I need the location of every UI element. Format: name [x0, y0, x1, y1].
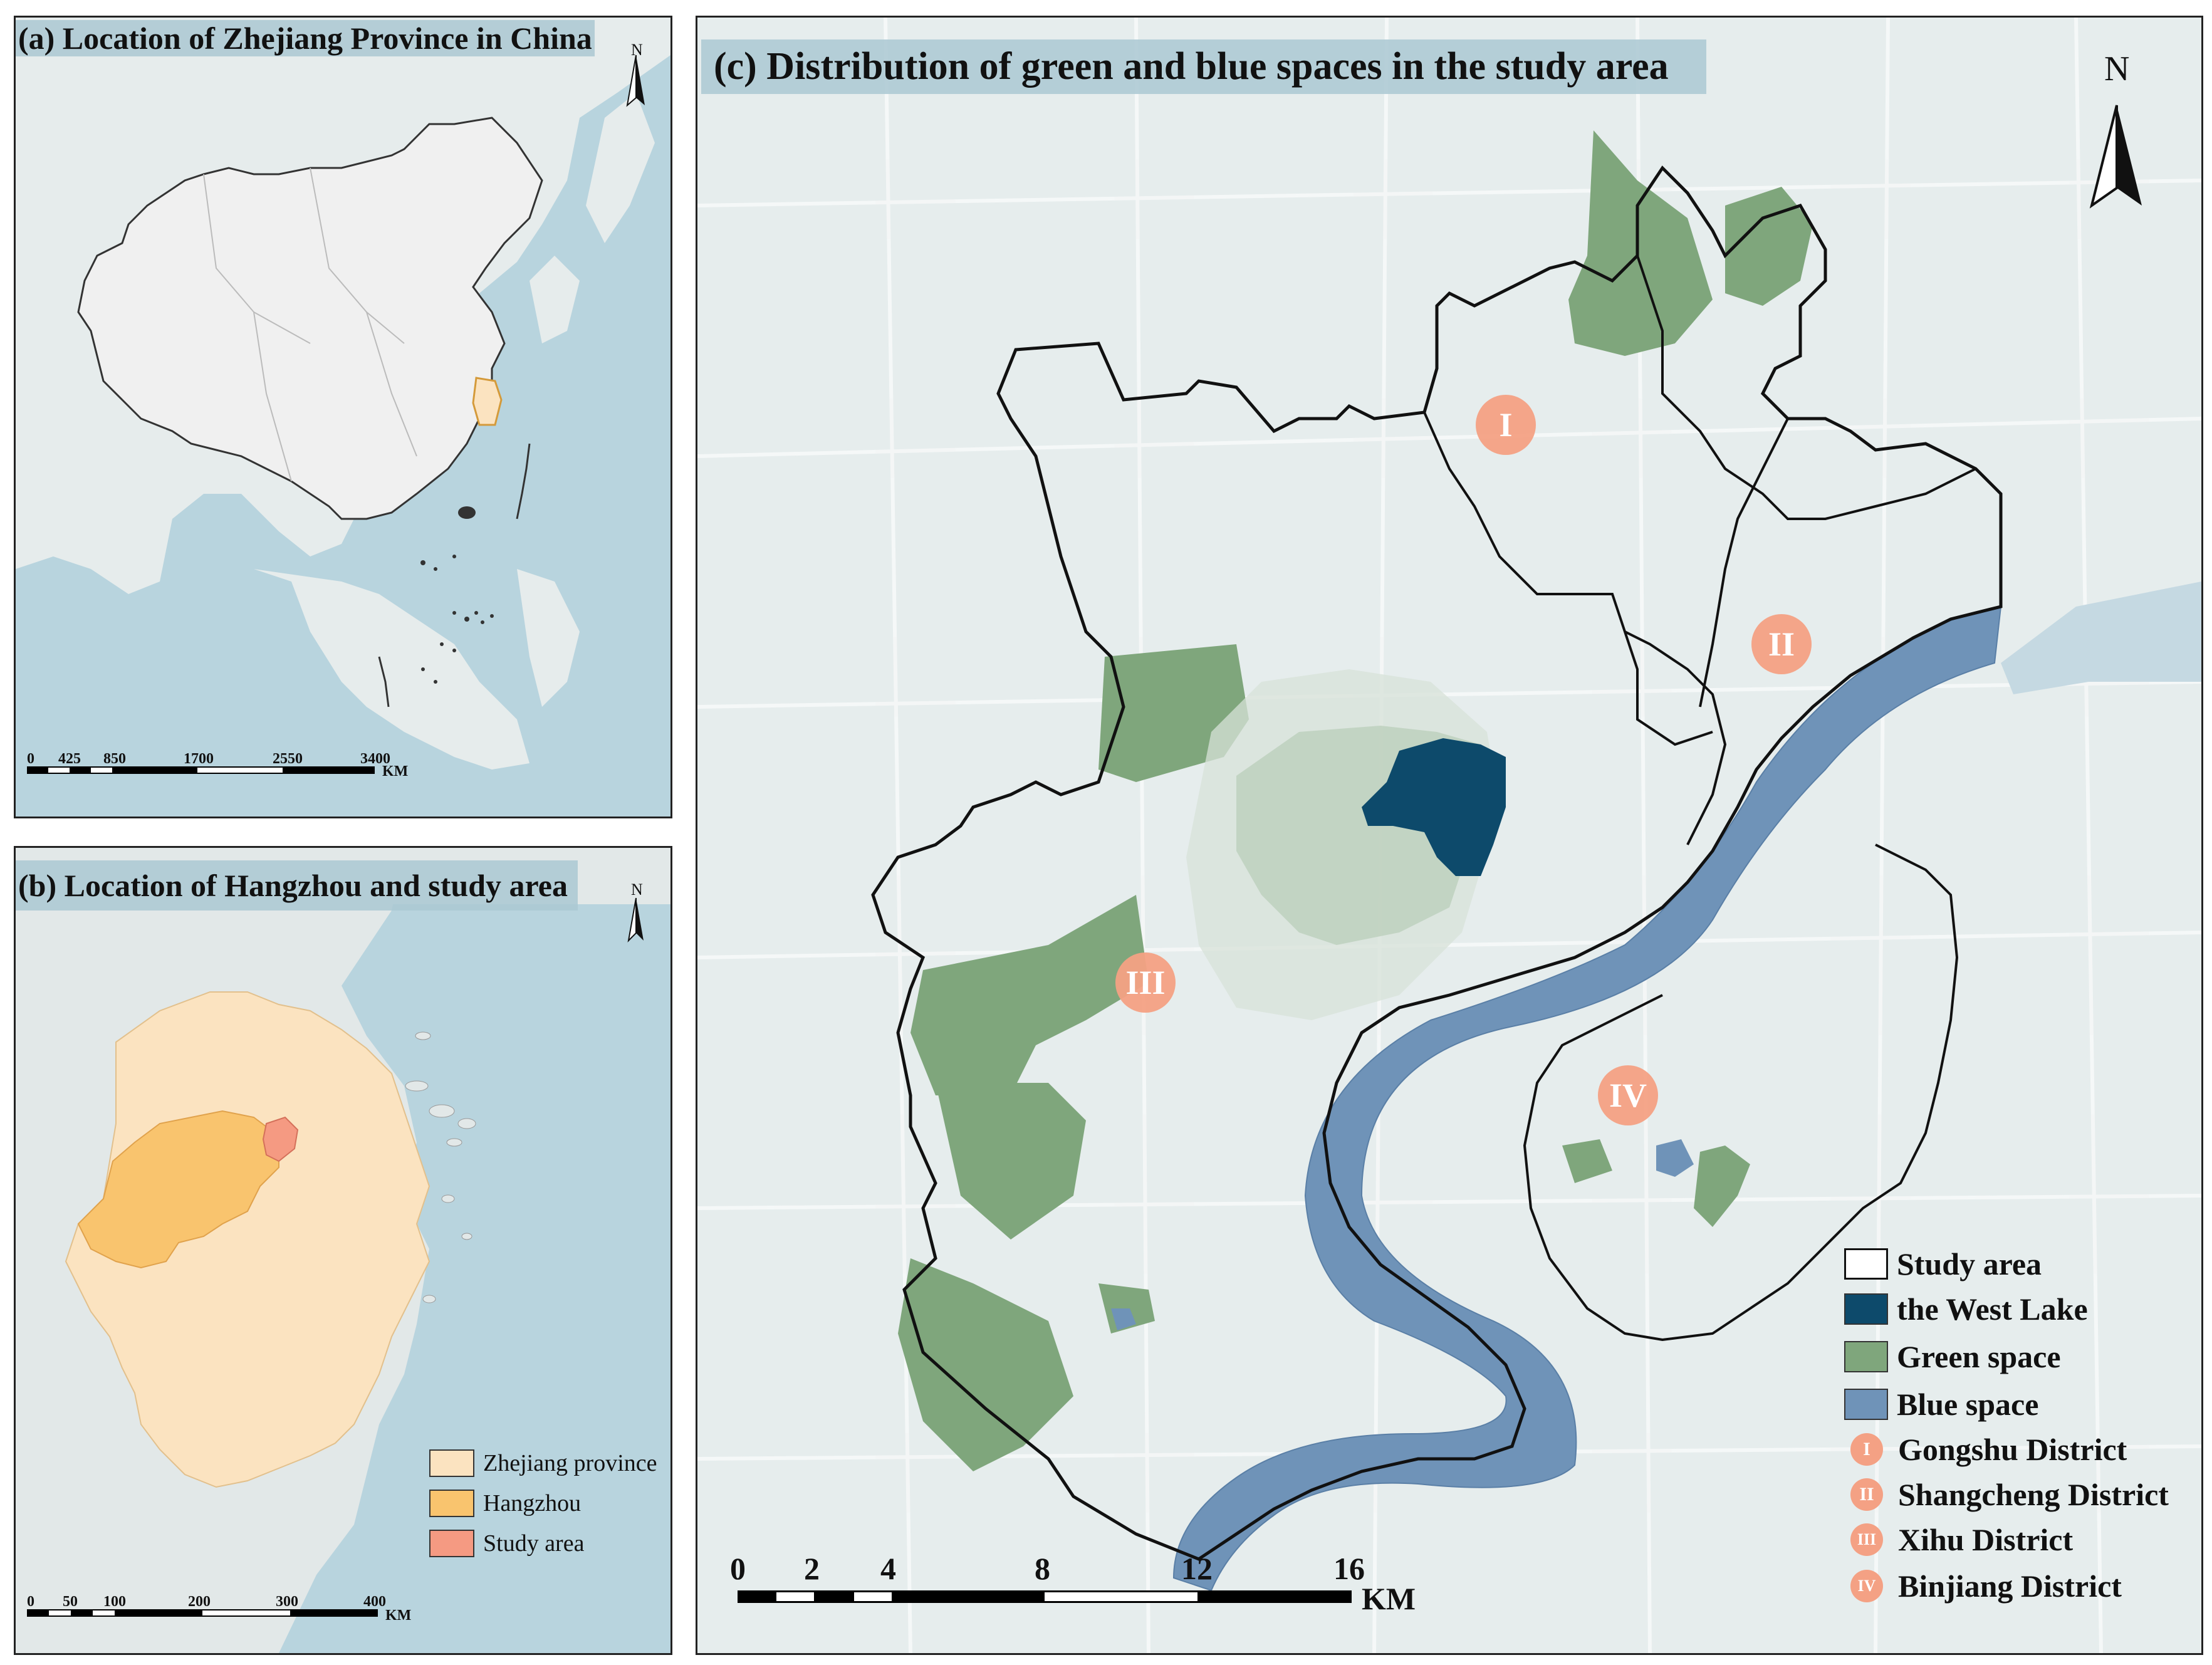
legend-c-label-west-lake: the West Lake	[1897, 1292, 2088, 1327]
scale-tick-b-3: 200	[188, 1594, 211, 1610]
scale-tick-b-1: 50	[63, 1594, 78, 1610]
japan-korea-land	[530, 93, 655, 343]
legend-c-item-gongshu: I Gongshu District	[1844, 1431, 2127, 1468]
district-numeral-I: I	[1499, 406, 1512, 444]
scale-unit-b: KM	[385, 1607, 411, 1624]
north-label-b: N	[631, 880, 643, 899]
study-area-map-svg: I II III IV 0 2 4 8 12 16 KM N	[697, 18, 2201, 1653]
scale-unit-c: KM	[1362, 1581, 1416, 1616]
legend-c-label-blue-space: Blue space	[1897, 1387, 2039, 1422]
river-east	[2001, 582, 2201, 694]
legend-c-item-west-lake: the West Lake	[1844, 1291, 2088, 1327]
legend-c-label-gongshu: Gongshu District	[1898, 1432, 2127, 1467]
legend-c-circle-gongshu: I	[1850, 1433, 1883, 1466]
panel-b-title: (b) Location of Hangzhou and study area	[16, 860, 578, 911]
legend-b-swatch-zhejiang	[429, 1449, 474, 1477]
scale-tick-b-0: 0	[27, 1594, 34, 1610]
small-lake-binjiang	[1656, 1139, 1694, 1177]
legend-c-label-binjiang: Binjiang District	[1898, 1568, 2122, 1604]
study-area-outline	[871, 165, 2003, 1561]
hangzhou-map-svg: 0 50 100 200 300 400 KM N	[16, 848, 670, 1653]
legend-c-swatch-blue-space	[1844, 1389, 1888, 1420]
district-numeral-III: III	[1125, 964, 1165, 1001]
panel-a-china-map: 0 425 850 1700 2550 3400 KM N (a) Locati…	[14, 16, 672, 818]
legend-c-item-study-area: Study area	[1844, 1246, 2042, 1282]
legend-c-label-shangcheng: Shangcheng District	[1898, 1477, 2169, 1512]
legend-b-swatch-hangzhou	[429, 1490, 474, 1517]
scale-bar-c	[738, 1590, 1352, 1603]
north-label-c: N	[2104, 50, 2129, 88]
legend-b-item-zhejiang: Zhejiang province	[429, 1449, 657, 1477]
zhejiang-highlight	[472, 377, 503, 426]
legend-c: Study area the West Lake Green space Blu…	[1844, 1246, 2195, 1622]
scale-tick-c-2: 4	[880, 1551, 896, 1586]
scale-tick-c-5: 16	[1333, 1551, 1365, 1586]
west-lake-polygon	[1362, 738, 1506, 876]
north-arrow-a	[626, 55, 645, 107]
legend-b-swatch-study-area	[429, 1530, 474, 1557]
panel-a-title: (a) Location of Zhejiang Province in Chi…	[16, 20, 595, 56]
legend-b-label-hangzhou: Hangzhou	[483, 1490, 582, 1516]
legend-c-circle-xihu: III	[1850, 1523, 1883, 1556]
legend-c-label-green-space: Green space	[1897, 1339, 2061, 1374]
district-marker-IV	[1598, 1065, 1658, 1125]
legend-c-item-binjiang: IV Binjiang District	[1844, 1568, 2122, 1604]
scale-tick-a-0: 0	[27, 751, 34, 767]
legend-c-swatch-west-lake	[1844, 1293, 1888, 1325]
panel-b-hangzhou-map: 0 50 100 200 300 400 KM N (b) Location o…	[14, 846, 672, 1655]
legend-c-item-blue-space: Blue space	[1844, 1386, 2038, 1422]
scale-tick-c-3: 8	[1035, 1551, 1050, 1586]
district-numeral-II: II	[1768, 625, 1795, 663]
green-spaces	[898, 130, 1813, 1471]
china-polygon	[77, 117, 543, 520]
scale-tick-b-2: 100	[103, 1594, 126, 1610]
small-lake-xihu	[1111, 1308, 1136, 1330]
scale-unit-a: KM	[382, 763, 408, 780]
legend-c-circle-shangcheng: II	[1850, 1478, 1883, 1511]
north-label-a: N	[631, 41, 643, 59]
scale-tick-a-4: 2550	[273, 751, 303, 767]
legend-b: Zhejiang province Hangzhou Study area	[404, 1449, 667, 1575]
panel-c-study-area-map: I II III IV 0 2 4 8 12 16 KM N (c) Distr…	[696, 16, 2203, 1655]
legend-b-item-study-area: Study area	[429, 1530, 584, 1557]
scale-tick-b-4: 300	[276, 1594, 298, 1610]
legend-c-label-xihu: Xihu District	[1898, 1522, 2074, 1557]
southeast-asia-land	[254, 569, 580, 770]
scale-tick-c-0: 0	[730, 1551, 746, 1586]
panel-c-title: (c) Distribution of green and blue space…	[701, 39, 1706, 94]
hangzhou-polygon	[77, 1110, 279, 1269]
scale-tick-a-5: 3400	[360, 751, 390, 767]
district-marker-III	[1115, 953, 1176, 1013]
scale-tick-c-1: 2	[804, 1551, 820, 1586]
scale-tick-c-4: 12	[1181, 1551, 1213, 1586]
district-marker-I	[1476, 395, 1536, 455]
legend-c-circle-binjiang: IV	[1850, 1570, 1883, 1602]
legend-b-label-study-area: Study area	[483, 1530, 585, 1557]
south-china-sea-islands	[378, 443, 531, 707]
district-numeral-IV: IV	[1609, 1077, 1647, 1114]
scale-bar-a	[27, 766, 375, 774]
legend-c-item-shangcheng: II Shangcheng District	[1844, 1476, 2169, 1513]
legend-c-item-xihu: III Xihu District	[1844, 1521, 2073, 1558]
north-arrow-c	[2089, 105, 2142, 209]
legend-b-item-hangzhou: Hangzhou	[429, 1490, 581, 1517]
district-marker-II	[1751, 614, 1812, 674]
legend-b-label-zhejiang: Zhejiang province	[483, 1450, 657, 1476]
scale-tick-a-3: 1700	[184, 751, 214, 767]
china-map-svg: 0 425 850 1700 2550 3400 KM N	[16, 18, 670, 817]
legend-c-label-study-area: Study area	[1897, 1246, 2042, 1281]
scale-tick-a-1: 425	[58, 751, 81, 767]
study-area-polygon	[262, 1116, 299, 1162]
scale-bar-b	[27, 1609, 378, 1617]
scale-tick-b-5: 400	[363, 1594, 386, 1610]
legend-c-swatch-green-space	[1844, 1341, 1888, 1372]
north-arrow-b	[627, 897, 644, 942]
legend-c-item-green-space: Green space	[1844, 1339, 2061, 1375]
qiantang-river-blue-space	[1172, 605, 2002, 1592]
scale-tick-a-2: 850	[103, 751, 126, 767]
legend-c-swatch-study-area	[1844, 1248, 1888, 1280]
zhejiang-polygon	[65, 991, 430, 1488]
